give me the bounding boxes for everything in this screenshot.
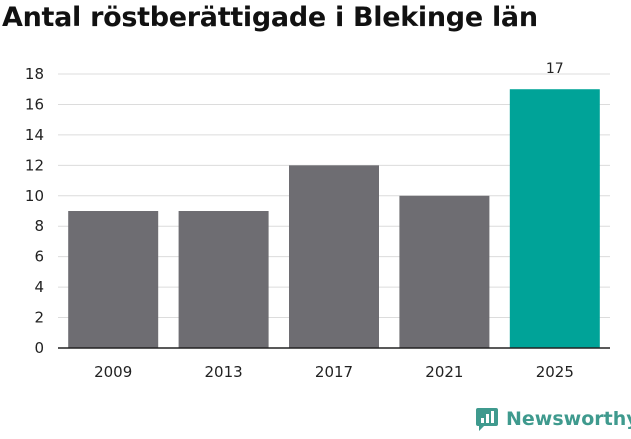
data-label: 17 xyxy=(546,61,564,77)
y-tick-label: 2 xyxy=(34,309,44,327)
x-tick-label: 2013 xyxy=(205,363,243,381)
chart-title: Antal röstberättigade i Blekinge län xyxy=(2,2,538,33)
y-tick-label: 14 xyxy=(25,126,44,144)
newsworthy-brand: Newsworthy xyxy=(474,406,631,432)
y-tick-label: 10 xyxy=(25,187,44,205)
y-tick-label: 6 xyxy=(34,248,44,266)
bar-2009 xyxy=(68,211,159,348)
x-tick-label: 2025 xyxy=(536,363,574,381)
bar-2013 xyxy=(178,211,269,348)
y-tick-label: 12 xyxy=(25,156,44,174)
y-tick-label: 0 xyxy=(34,339,44,357)
bar-2021 xyxy=(399,195,490,348)
bar-2017 xyxy=(289,165,379,348)
y-tick-label: 16 xyxy=(25,95,44,113)
x-axis-ticks: 2009 2013 2017 2021 2025 xyxy=(94,363,574,381)
newsworthy-logo-icon xyxy=(476,408,498,431)
bars xyxy=(68,89,600,348)
y-tick-label: 8 xyxy=(34,217,44,235)
x-tick-label: 2017 xyxy=(315,363,353,381)
bar-2025 xyxy=(509,89,600,348)
x-tick-label: 2021 xyxy=(425,363,463,381)
data-labels: 17 xyxy=(546,61,564,77)
y-tick-label: 4 xyxy=(34,278,44,296)
y-tick-label: 18 xyxy=(25,65,44,83)
y-axis-ticks: 0 2 4 6 8 10 12 14 16 18 xyxy=(25,65,44,357)
brand-name: Newsworthy xyxy=(506,408,631,430)
x-tick-label: 2009 xyxy=(94,363,132,381)
